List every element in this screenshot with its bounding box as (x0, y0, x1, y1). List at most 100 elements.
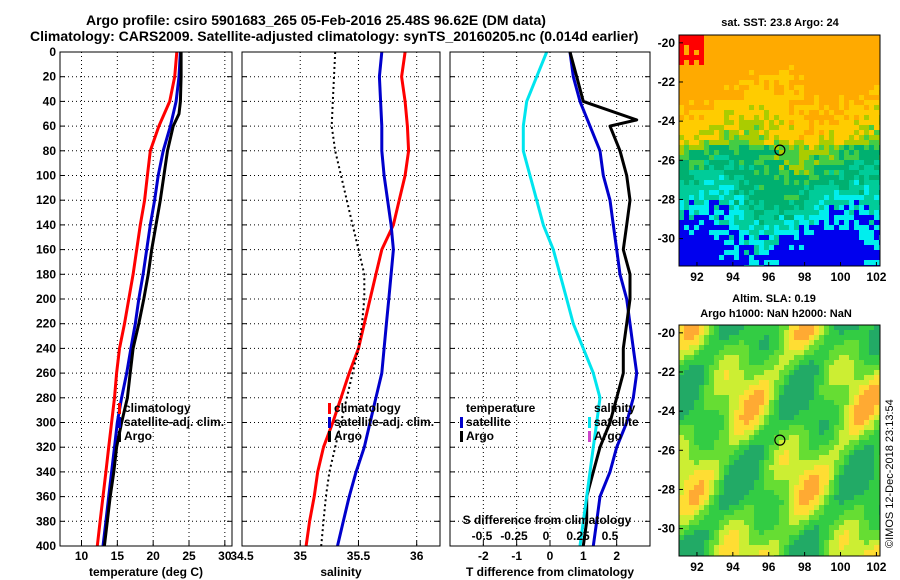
map-cell (724, 455, 729, 460)
map-cell (834, 430, 839, 435)
map-cell (854, 235, 859, 240)
map-cell (849, 545, 854, 550)
map-cell (819, 35, 824, 40)
map-cell (834, 175, 839, 180)
map-cell (784, 485, 789, 490)
map-cell (734, 250, 739, 255)
map-cell (679, 140, 684, 145)
map-cell (759, 375, 764, 380)
map-cell (689, 405, 694, 410)
map-cell (684, 65, 689, 70)
map-cell (754, 465, 759, 470)
map-cell (819, 390, 824, 395)
map-cell (744, 250, 749, 255)
map-cell (699, 260, 704, 265)
map-cell (854, 505, 859, 510)
map-cell (684, 355, 689, 360)
map-cell (719, 355, 724, 360)
map-y-tick-label: -20 (658, 36, 676, 50)
map-cell (689, 465, 694, 470)
map-cell (789, 460, 794, 465)
map-cell (829, 65, 834, 70)
map-cell (714, 105, 719, 110)
map-cell (769, 185, 774, 190)
map-cell (839, 345, 844, 350)
map-cell (754, 360, 759, 365)
map-cell (789, 60, 794, 65)
map-cell (744, 40, 749, 45)
map-cell (769, 465, 774, 470)
map-cell (749, 365, 754, 370)
map-cell (779, 325, 784, 330)
map-cell (754, 535, 759, 540)
map-cell (814, 135, 819, 140)
map-cell (699, 410, 704, 415)
map-cell (824, 355, 829, 360)
map-cell (784, 135, 789, 140)
map-cell (734, 415, 739, 420)
map-cell (869, 490, 874, 495)
map-cell (764, 420, 769, 425)
map-cell (834, 540, 839, 545)
map-cell (704, 225, 709, 230)
map-cell (844, 405, 849, 410)
map-cell (799, 485, 804, 490)
map-cell (729, 95, 734, 100)
map-cell (694, 345, 699, 350)
map-cell (804, 510, 809, 515)
map-cell (859, 405, 864, 410)
map-cell (774, 60, 779, 65)
depth-tick-label: 180 (36, 267, 56, 281)
map-cell (734, 205, 739, 210)
map-cell (724, 35, 729, 40)
map-cell (774, 65, 779, 70)
map-cell (739, 335, 744, 340)
map-cell (804, 505, 809, 510)
map-cell (699, 365, 704, 370)
map-cell (759, 185, 764, 190)
map-cell (859, 225, 864, 230)
map-cell (719, 480, 724, 485)
map-cell (714, 35, 719, 40)
map-cell (734, 105, 739, 110)
map-cell (714, 360, 719, 365)
map-cell (859, 70, 864, 75)
map-cell (729, 60, 734, 65)
map-cell (844, 200, 849, 205)
map-cell (789, 485, 794, 490)
map-cell (869, 440, 874, 445)
map-cell (744, 405, 749, 410)
map-cell (729, 250, 734, 255)
map-cell (754, 455, 759, 460)
map-cell (694, 210, 699, 215)
map-cell (774, 160, 779, 165)
map-cell (714, 365, 719, 370)
map-cell (749, 260, 754, 265)
map-cell (794, 185, 799, 190)
map-cell (714, 225, 719, 230)
map-cell (759, 510, 764, 515)
map-cell (774, 385, 779, 390)
map-cell (704, 50, 709, 55)
map-cell (794, 245, 799, 250)
map-cell (854, 370, 859, 375)
map-cell (824, 100, 829, 105)
map-cell (824, 505, 829, 510)
map-cell (789, 225, 794, 230)
map-cell (734, 365, 739, 370)
map-cell (759, 180, 764, 185)
map-cell (839, 220, 844, 225)
map-cell (869, 395, 874, 400)
map-cell (779, 430, 784, 435)
map-cell (799, 390, 804, 395)
map-cell (724, 155, 729, 160)
map-cell (839, 330, 844, 335)
map-cell (874, 355, 879, 360)
map-cell (744, 110, 749, 115)
map-cell (694, 225, 699, 230)
map-cell (724, 345, 729, 350)
map-cell (739, 220, 744, 225)
map-cell (864, 505, 869, 510)
map-cell (869, 80, 874, 85)
map-cell (794, 515, 799, 520)
